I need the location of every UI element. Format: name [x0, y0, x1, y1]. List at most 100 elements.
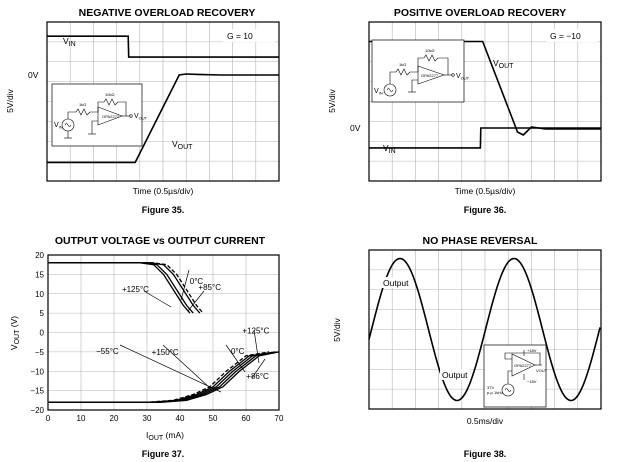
resistor-label: 10kΩ: [105, 92, 114, 97]
annotation-label: +150°C: [152, 348, 179, 357]
resistor-label: 1kΩ: [399, 62, 406, 67]
annotation-arrow: [162, 344, 211, 389]
schematic-wire: [504, 352, 541, 365]
series-line-output: [368, 257, 601, 402]
annotation-arrow: [119, 344, 222, 393]
x-tick-label: 0: [46, 414, 51, 423]
annotation-label: 0°C: [190, 277, 204, 286]
label-bg: [381, 277, 411, 288]
y-axis-label: 5V/div: [332, 317, 342, 341]
opamp-icon: [511, 353, 536, 377]
gain-label-bg: [223, 29, 275, 42]
tick-labels: 0 10 20 30 40 50 60 70 −20 −15 −10 −5 0 5 10 15 20: [30, 251, 284, 423]
schematic-wire: [438, 57, 449, 75]
vin-label: 37V: [487, 385, 494, 390]
annotations: 0°C +125°C +85°C −55°C +150°C 0°C +125°C +86°C: [96, 277, 269, 381]
annotation-label: +85°C: [198, 283, 221, 292]
series-line: [48, 262, 204, 314]
supply-label: −18V: [527, 379, 537, 384]
gain-label: G = 10: [227, 31, 253, 41]
plot-frame: [368, 249, 602, 410]
schematic-wire: [91, 120, 98, 134]
series-label-vin: VIN: [383, 143, 396, 155]
plot-frame: [47, 254, 280, 411]
vout-label: VOUT: [456, 73, 470, 81]
opamp-icon: [417, 65, 445, 85]
annotation-arrow: [180, 269, 190, 301]
freq-label: 1kHz: [494, 390, 503, 395]
series-line-vout: [369, 40, 601, 136]
chart-title: POSITIVE OVERLOAD RECOVERY: [394, 7, 566, 19]
part-label: OPA2277: [421, 73, 439, 78]
figure-caption: Figure 35.: [142, 205, 185, 215]
series-label-vin: VIN: [63, 36, 76, 48]
y-tick-label: −20: [30, 406, 44, 415]
x-axis-label: 0.5ms/div: [467, 416, 504, 426]
vin-label: VIN: [374, 88, 383, 96]
y-tick-label: −5: [35, 348, 45, 357]
y-axis-label: 5V/div: [327, 88, 337, 112]
sine-icon: [64, 123, 72, 127]
gain-label: G = −10: [550, 31, 581, 41]
annotation-arrow: [143, 290, 172, 308]
y-axis-label: 5V/div: [5, 88, 15, 112]
resistor-icon: [103, 98, 119, 106]
chart-title: NEGATIVE OVERLOAD RECOVERY: [79, 7, 256, 19]
chart-title: OUTPUT VOLTAGE vs OUTPUT CURRENT: [55, 235, 266, 247]
schematic-wire: [389, 71, 396, 84]
x-axis-label: Time (0.5µs/div): [455, 186, 516, 196]
panel-positive-overload: POSITIVE OVERLOAD RECOVERY 5V/div 0V Tim…: [327, 7, 602, 215]
x-axis-label: IOUT (mA): [146, 430, 184, 442]
vin-extra-label: p-p: [487, 390, 494, 395]
part-label: OPA2277: [102, 114, 120, 119]
resistor-icon: [75, 108, 91, 116]
annotation-arrow: [253, 329, 260, 364]
schematic-wire: [410, 57, 424, 73]
y-tick-label: 15: [35, 270, 44, 279]
sine-icon: [386, 88, 394, 92]
vin-label: VIN: [54, 122, 63, 130]
y-tick-label: −15: [30, 387, 44, 396]
figure-caption: Figure 37.: [142, 449, 185, 459]
y-tick-label: −10: [30, 367, 44, 376]
annotation-arrow: [251, 358, 266, 379]
inset-schematic: 1kΩ 10kΩ OPA2277 VIN VOUT: [371, 39, 470, 103]
resistor-label: 1kΩ: [79, 102, 86, 107]
x-tick-label: 40: [176, 414, 185, 423]
annotation-label: +86°C: [246, 372, 269, 381]
inset-schematic: 1kΩ 10kΩ OPA2277 VIN VOUT: [51, 83, 148, 147]
series-label-output: Output: [442, 370, 468, 380]
output-node-icon: [451, 73, 455, 77]
x-tick-label: 20: [110, 414, 119, 423]
x-tick-label: 60: [242, 414, 251, 423]
output-node-icon: [129, 114, 133, 118]
x-tick-label: 70: [275, 414, 284, 423]
schematic-wire: [67, 111, 76, 119]
y-axis-label: VOUT (V): [9, 316, 21, 350]
part-label: OPA2277: [514, 363, 532, 368]
annotation-arrow: [225, 344, 246, 373]
schematic-wire: [118, 101, 127, 116]
vout-label: VOUT: [536, 368, 548, 373]
series-line-vin: [47, 35, 279, 58]
label-bg: [440, 369, 470, 380]
annotation-label: −55°C: [96, 347, 119, 356]
annotation-label: +125°C: [242, 327, 269, 336]
panel-vout-vs-iout: OUTPUT VOLTAGE vs OUTPUT CURRENT 0 10 20 30…: [9, 235, 284, 459]
annotation-label: 0°C: [231, 347, 245, 356]
resistor-label: 10kΩ: [425, 48, 434, 53]
source-icon: [501, 383, 515, 397]
zero-label: 0V: [28, 70, 39, 80]
supply-label: +18V: [527, 348, 537, 353]
y-tick-label: 0: [40, 329, 45, 338]
figure-caption: Figure 36.: [464, 205, 507, 215]
schematic-frame: [51, 83, 143, 147]
zero-label: 0V: [350, 123, 361, 133]
inset-schematic: +18V −18V OPA2277 37V p-p 1kHz VOUT: [483, 344, 548, 408]
grid: [47, 22, 279, 181]
series-group: [48, 262, 280, 403]
annotation-label: +125°C: [122, 285, 149, 294]
resistor-icon: [395, 68, 411, 76]
gain-label-bg: [546, 29, 598, 42]
y-tick-label: 5: [40, 309, 45, 318]
